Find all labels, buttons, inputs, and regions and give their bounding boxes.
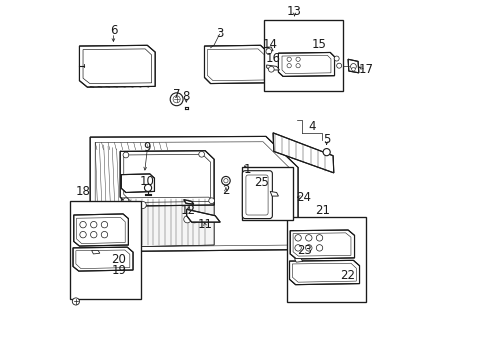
Polygon shape (121, 174, 154, 193)
Text: 6: 6 (109, 24, 117, 37)
Text: 15: 15 (311, 39, 326, 51)
Circle shape (350, 64, 356, 69)
Circle shape (295, 64, 300, 68)
Text: 20: 20 (111, 253, 126, 266)
Text: 13: 13 (286, 5, 301, 18)
Text: 7: 7 (173, 88, 180, 101)
Polygon shape (289, 260, 359, 285)
Circle shape (286, 64, 291, 68)
Polygon shape (74, 214, 128, 246)
Bar (264, 20, 342, 91)
Circle shape (224, 179, 227, 183)
Text: 19: 19 (111, 264, 126, 276)
Polygon shape (278, 53, 334, 76)
Circle shape (80, 221, 86, 228)
Circle shape (221, 176, 230, 185)
Circle shape (80, 231, 86, 238)
Circle shape (316, 235, 322, 241)
Circle shape (336, 63, 341, 68)
Polygon shape (204, 45, 267, 84)
Circle shape (123, 198, 128, 203)
Polygon shape (347, 59, 358, 73)
Circle shape (72, 298, 80, 305)
Circle shape (123, 152, 128, 158)
Text: 10: 10 (140, 175, 155, 188)
Circle shape (173, 96, 180, 103)
Circle shape (268, 66, 274, 72)
Text: 24: 24 (295, 191, 310, 204)
Circle shape (101, 231, 107, 238)
Circle shape (139, 202, 146, 208)
Text: 18: 18 (75, 185, 90, 198)
Polygon shape (73, 247, 133, 271)
Polygon shape (290, 230, 354, 259)
Polygon shape (272, 133, 333, 173)
Circle shape (294, 235, 301, 241)
Bar (286, 217, 365, 302)
Text: 8: 8 (182, 90, 189, 103)
Text: 23: 23 (297, 244, 311, 257)
FancyBboxPatch shape (245, 175, 267, 215)
Polygon shape (90, 136, 298, 251)
Text: 12: 12 (180, 204, 195, 217)
Polygon shape (120, 151, 214, 206)
Circle shape (305, 245, 311, 251)
Text: 1: 1 (243, 163, 251, 176)
Text: 14: 14 (263, 38, 278, 51)
Bar (241, 167, 293, 220)
Circle shape (294, 245, 301, 251)
Text: 5: 5 (322, 134, 330, 147)
Text: 3: 3 (215, 27, 223, 40)
Circle shape (198, 152, 204, 157)
Polygon shape (270, 192, 278, 196)
Circle shape (144, 184, 151, 192)
Text: 22: 22 (340, 269, 355, 282)
Circle shape (101, 221, 107, 228)
Polygon shape (186, 209, 220, 222)
Text: 17: 17 (358, 63, 373, 76)
Text: 9: 9 (143, 141, 151, 154)
Polygon shape (80, 45, 155, 87)
Circle shape (183, 216, 190, 223)
FancyBboxPatch shape (242, 171, 272, 219)
Text: 21: 21 (314, 204, 329, 217)
Circle shape (265, 49, 271, 54)
Polygon shape (266, 47, 272, 52)
Bar (70, 202, 141, 298)
Circle shape (90, 231, 97, 238)
Circle shape (90, 221, 97, 228)
Circle shape (316, 245, 322, 251)
Circle shape (333, 56, 339, 61)
Polygon shape (91, 250, 100, 254)
Circle shape (286, 57, 291, 62)
Circle shape (305, 235, 311, 241)
Circle shape (170, 93, 183, 106)
Circle shape (323, 149, 329, 156)
Circle shape (295, 57, 300, 62)
Polygon shape (183, 200, 193, 204)
Polygon shape (121, 197, 214, 247)
Text: 2: 2 (222, 184, 229, 197)
Text: 16: 16 (265, 52, 280, 65)
Text: 25: 25 (253, 176, 268, 189)
Polygon shape (294, 258, 302, 262)
Circle shape (351, 67, 354, 71)
Circle shape (132, 202, 139, 208)
Circle shape (208, 198, 214, 203)
Text: 4: 4 (308, 120, 315, 133)
Text: 11: 11 (197, 218, 212, 231)
Circle shape (190, 216, 198, 223)
Polygon shape (266, 65, 279, 70)
